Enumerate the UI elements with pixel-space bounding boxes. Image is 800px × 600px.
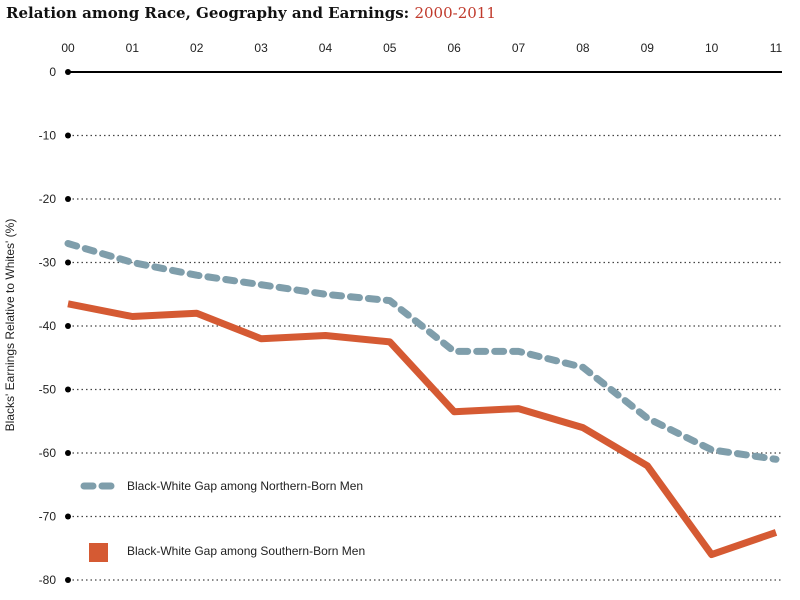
x-tick-label: 08 (576, 41, 590, 55)
x-tick-label: 05 (383, 41, 397, 55)
y-tick-label: -40 (39, 319, 57, 333)
y-tick-dot (65, 69, 71, 75)
series-lines (64, 240, 780, 559)
x-tick-label: 10 (705, 41, 719, 55)
x-tick-label: 09 (641, 41, 655, 55)
y-tick-label: -10 (39, 129, 57, 143)
y-tick-dot (65, 259, 71, 266)
chart-title: Relation among Race, Geography and Earni… (6, 4, 496, 22)
y-tick-label: -20 (39, 192, 57, 206)
y-tick-label: -30 (39, 256, 57, 270)
x-tick-label: 07 (512, 41, 526, 55)
x-tick-label: 04 (319, 41, 333, 55)
y-tick-label: 0 (49, 65, 56, 79)
y-tick-dot (65, 132, 71, 139)
x-tick-label: 01 (126, 41, 140, 55)
x-tick-label: 11 (770, 41, 783, 55)
x-tick-label: 06 (448, 41, 462, 55)
y-tick-label: -50 (39, 383, 57, 397)
chart-title-main: Relation among Race, Geography and Earni… (6, 4, 410, 22)
y-tick-dot (65, 450, 71, 456)
y-axis-label: Blacks' Earnings Relative to Whites' (%) (3, 219, 17, 432)
y-tick-label: -80 (39, 573, 57, 587)
y-tick-dot (65, 323, 71, 329)
y-tick-label: -60 (39, 446, 57, 460)
x-tick-label: 02 (190, 41, 204, 55)
legend-label-northern: Black-White Gap among Northern-Born Men (127, 479, 363, 493)
x-axis-ticks: 00 01 02 03 04 05 06 07 08 09 10 11 (61, 41, 782, 55)
legend: Black-White Gap among Northern-Born Men … (80, 479, 365, 562)
y-tick-dot (65, 386, 71, 393)
series-line-southern (67, 300, 778, 559)
y-tick-dot (65, 513, 71, 520)
legend-label-southern: Black-White Gap among Southern-Born Men (127, 544, 365, 558)
x-tick-label: 00 (61, 41, 75, 55)
chart-title-range: 2000-2011 (414, 4, 496, 22)
y-axis-ticks: 0 -10 -20 -30 -40 -50 -60 -70 -80 (39, 65, 71, 587)
y-tick-dot (65, 577, 71, 583)
x-tick-label: 03 (254, 41, 268, 55)
y-tick-dot (65, 196, 71, 202)
legend-swatch-southern (89, 543, 108, 562)
y-tick-label: -70 (39, 510, 57, 524)
series-line-northern (64, 240, 780, 463)
